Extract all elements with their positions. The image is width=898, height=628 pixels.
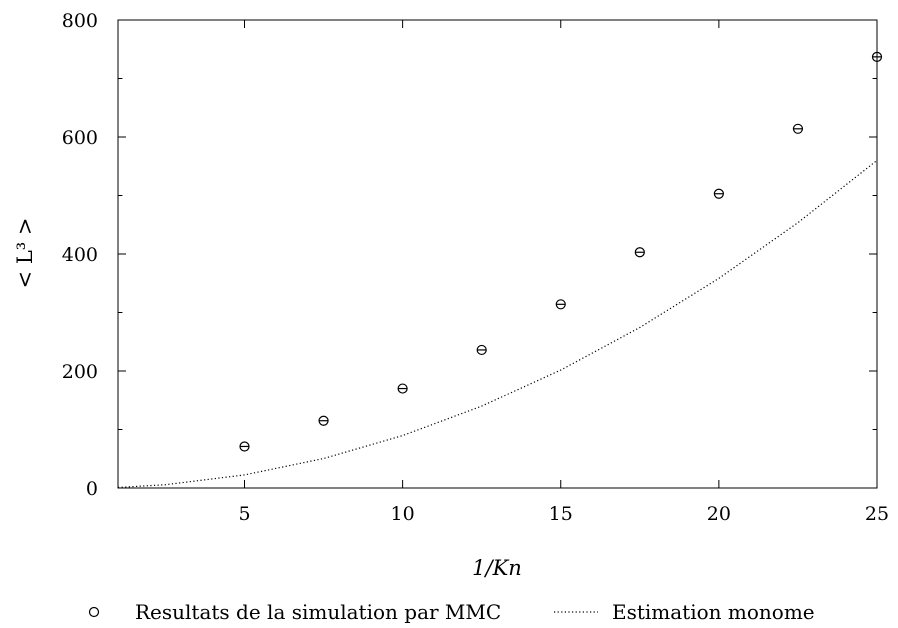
series-estimation-line bbox=[117, 159, 878, 489]
ticks-layer: 5 10 15 20 25 0 200 400 600 800 bbox=[62, 10, 889, 525]
y-tick-label: 0 bbox=[86, 478, 98, 500]
legend: Resultats de la simulation par MMC Estim… bbox=[88, 600, 815, 624]
y-tick-label: 600 bbox=[62, 127, 98, 149]
legend-label-simulation: Resultats de la simulation par MMC bbox=[135, 600, 501, 624]
y-axis-label: < L³ > bbox=[13, 218, 37, 289]
x-axis-label: 1/Kn bbox=[472, 556, 522, 580]
y-tick-label: 200 bbox=[62, 361, 98, 383]
y-tick-label: 800 bbox=[62, 10, 98, 32]
legend-label-estimation: Estimation monome bbox=[612, 600, 815, 624]
x-tick-label: 5 bbox=[238, 503, 250, 525]
x-tick-label: 25 bbox=[865, 503, 889, 525]
legend-marker-simulation bbox=[88, 606, 100, 618]
x-tick-label: 20 bbox=[707, 503, 731, 525]
plot-frame bbox=[117, 19, 878, 489]
y-tick-label: 400 bbox=[62, 244, 98, 266]
x-tick-label: 10 bbox=[391, 503, 415, 525]
series-layer bbox=[117, 51, 883, 489]
x-tick-label: 15 bbox=[549, 503, 573, 525]
